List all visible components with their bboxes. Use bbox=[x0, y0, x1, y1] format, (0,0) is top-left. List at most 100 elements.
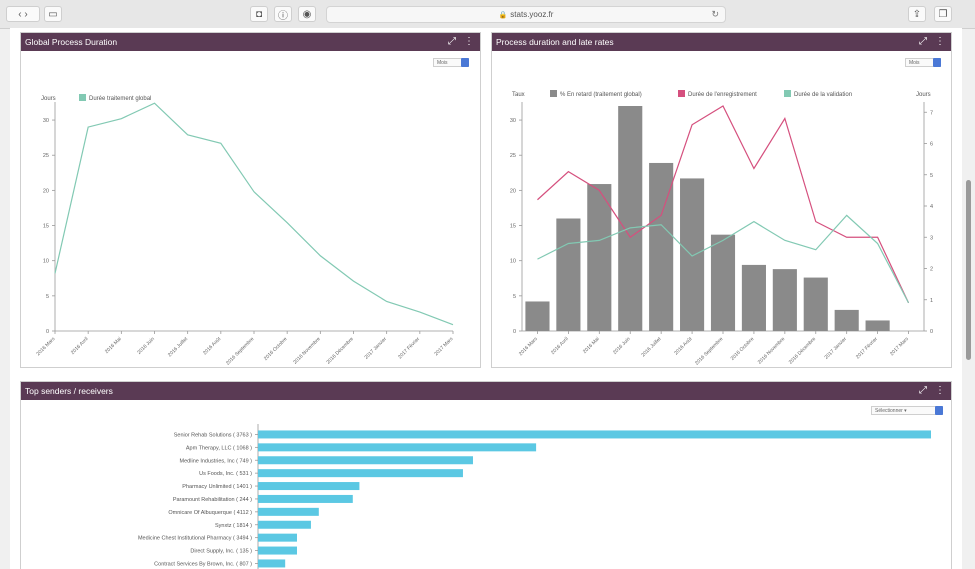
x-tick-label: 2016 Août bbox=[202, 336, 223, 357]
y-left-tick-label: 20 bbox=[510, 188, 516, 194]
category-label: Pharmacy Unlimited ( 1401 ) bbox=[182, 484, 252, 490]
expand-icon[interactable]: ⤢ bbox=[919, 36, 927, 47]
bar bbox=[258, 443, 537, 452]
info-button[interactable]: ⓘ bbox=[274, 6, 292, 22]
x-tick-label: 2016 Juillet bbox=[640, 336, 663, 359]
y-tick-label: 30 bbox=[43, 118, 49, 124]
y-right-tick-label: 5 bbox=[930, 173, 933, 179]
extension-button[interactable]: ◉ bbox=[298, 6, 316, 22]
legend-swatch bbox=[678, 90, 685, 97]
category-label: Omnicare Of Albuquerque ( 4112 ) bbox=[168, 510, 252, 516]
select-arrow-icon[interactable] bbox=[933, 58, 941, 67]
x-tick-label: 2016 Avril bbox=[550, 336, 570, 356]
category-label: Direct Supply, Inc. ( 135 ) bbox=[190, 549, 252, 555]
share-button[interactable]: ⇪ bbox=[908, 6, 926, 22]
more-options-icon[interactable]: ⋮ bbox=[935, 385, 945, 396]
category-label: Us Foods, Inc. ( 531 ) bbox=[199, 471, 252, 477]
x-tick-label: 2016 Juin bbox=[136, 336, 156, 356]
address-bar[interactable]: 🔒 stats.yooz.fr ↻ bbox=[326, 6, 726, 23]
dashboard: Global Process Duration ⤢ ⋮ Mois 0 5 10 15 2… bbox=[10, 28, 962, 569]
series-line bbox=[537, 214, 910, 304]
y-right-tick-label: 0 bbox=[930, 329, 933, 335]
y-left-tick-label: 25 bbox=[510, 153, 516, 159]
legend-label: % En retard (traitement global) bbox=[560, 92, 642, 98]
bar bbox=[258, 456, 473, 465]
x-tick-label: 2017 Février bbox=[855, 336, 879, 360]
x-tick-label: 2017 Janvier bbox=[364, 336, 389, 361]
y-right-tick-label: 7 bbox=[930, 110, 933, 116]
series-line bbox=[54, 102, 454, 326]
x-tick-label: 2016 Décembre bbox=[326, 336, 356, 366]
period-select[interactable]: Mois bbox=[905, 58, 941, 67]
y-right-tick-label: 6 bbox=[930, 142, 933, 148]
bar bbox=[258, 494, 353, 503]
x-tick-label: 2017 Mars bbox=[889, 336, 910, 357]
expand-icon[interactable]: ⤢ bbox=[448, 36, 456, 47]
category-label: Senior Rehab Solutions ( 3763 ) bbox=[174, 432, 252, 438]
legend-label: Durée de la validation bbox=[794, 92, 852, 98]
legend-label: Durée de l'enregistrement bbox=[688, 92, 757, 98]
reload-icon[interactable]: ↻ bbox=[711, 9, 719, 19]
category-label: Medicine Chest Institutional Pharmacy ( … bbox=[138, 536, 252, 542]
tabs-button[interactable]: ❐ bbox=[934, 6, 952, 22]
chevron-left-icon[interactable]: ‹ bbox=[18, 8, 22, 20]
bar bbox=[865, 320, 890, 331]
tabs-icon: ❐ bbox=[938, 8, 948, 20]
legend-swatch bbox=[79, 94, 86, 101]
page-scrollbar[interactable] bbox=[966, 180, 971, 360]
period-select[interactable]: Mois bbox=[433, 58, 469, 67]
sender-receiver-select-value: Sélectionner ▾ bbox=[875, 408, 907, 414]
panel-title: Process duration and late rates bbox=[496, 37, 614, 47]
y-left-tick-label: 30 bbox=[510, 118, 516, 124]
bar bbox=[258, 507, 319, 516]
category-label: Medline Industries, Inc ( 749 ) bbox=[180, 458, 253, 464]
select-arrow-icon[interactable] bbox=[461, 58, 469, 67]
x-tick-label: 2016 Mars bbox=[518, 336, 539, 357]
y-left-tick-label: 5 bbox=[513, 294, 516, 300]
x-tick-label: 2016 Novembre bbox=[757, 336, 787, 366]
x-tick-label: 2016 Octobre bbox=[730, 336, 756, 362]
x-tick-label: 2016 Septembre bbox=[694, 336, 725, 367]
bar bbox=[258, 482, 360, 491]
select-arrow-icon[interactable] bbox=[935, 406, 943, 415]
series-line bbox=[537, 105, 910, 304]
panel-header: Global Process Duration ⤢ ⋮ bbox=[21, 33, 480, 51]
line-chart: 0 5 10 15 20 25 30 Jours Durée traitement global… bbox=[35, 94, 455, 367]
bar bbox=[525, 301, 550, 331]
more-options-icon[interactable]: ⋮ bbox=[935, 36, 945, 47]
x-tick-label: 2016 Novembre bbox=[292, 336, 322, 366]
y-axis-label: Jours bbox=[41, 96, 56, 102]
y-left-tick-label: 15 bbox=[510, 224, 516, 230]
y-tick-label: 5 bbox=[46, 294, 49, 300]
browser-toolbar: ‹ › ▭ ◘ ⓘ ◉ 🔒 stats.yooz.fr ↻ ⇪ ❐ bbox=[0, 0, 975, 29]
x-tick-label: 2016 Juillet bbox=[167, 336, 190, 359]
y-left-axis-label: Taux bbox=[512, 92, 525, 98]
chevron-right-icon[interactable]: › bbox=[24, 8, 28, 20]
bar bbox=[258, 520, 311, 529]
expand-icon[interactable]: ⤢ bbox=[919, 385, 927, 396]
bar bbox=[258, 559, 286, 568]
bar bbox=[258, 546, 297, 555]
sender-receiver-select[interactable]: Sélectionner ▾ bbox=[871, 406, 943, 415]
x-tick-label: 2016 Mars bbox=[35, 336, 56, 357]
back-forward-buttons[interactable]: ‹ › bbox=[6, 6, 40, 22]
x-tick-label: 2017 Janvier bbox=[824, 336, 849, 361]
sidebar-icon: ▭ bbox=[48, 8, 58, 20]
category-label: Paramount Rehabilitation ( 244 ) bbox=[173, 497, 252, 503]
category-label: Contract Services By Brown, Inc. ( 807 ) bbox=[154, 561, 252, 567]
more-options-icon[interactable]: ⋮ bbox=[464, 36, 474, 47]
x-tick-label: 2016 Septembre bbox=[225, 336, 256, 367]
bar bbox=[680, 178, 705, 331]
category-label: Apm Therapy, LLC ( 1068 ) bbox=[186, 445, 252, 451]
bar bbox=[741, 264, 766, 331]
sidebar-toggle-button[interactable]: ▭ bbox=[44, 6, 62, 22]
legend-label: Durée traitement global bbox=[89, 96, 151, 102]
url-text: stats.yooz.fr bbox=[510, 10, 554, 19]
pocket-button[interactable]: ◘ bbox=[250, 6, 268, 22]
y-tick-label: 25 bbox=[43, 153, 49, 159]
info-icon: ⓘ bbox=[278, 10, 288, 22]
panel-title: Top senders / receivers bbox=[25, 386, 113, 396]
panel-title: Global Process Duration bbox=[25, 37, 118, 47]
period-select-value: Mois bbox=[437, 60, 448, 66]
y-tick-label: 0 bbox=[46, 329, 49, 335]
